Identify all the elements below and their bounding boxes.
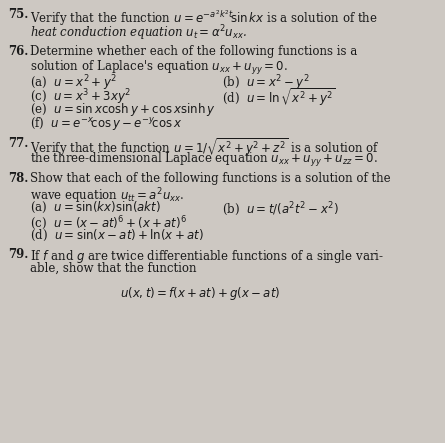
Text: 75.: 75. <box>8 8 28 21</box>
Text: wave equation $u_{tt} = a^2u_{xx}$.: wave equation $u_{tt} = a^2u_{xx}$. <box>30 186 185 206</box>
Text: (d)  $u = \sin(x - at) + \ln(x + at)$: (d) $u = \sin(x - at) + \ln(x + at)$ <box>30 228 204 243</box>
Text: (b)  $u = x^2 - y^2$: (b) $u = x^2 - y^2$ <box>222 73 310 93</box>
Text: (d)  $u = \ln\sqrt{x^2 + y^2}$: (d) $u = \ln\sqrt{x^2 + y^2}$ <box>222 87 336 109</box>
Text: (c)  $u = (x - at)^6 + (x + at)^6$: (c) $u = (x - at)^6 + (x + at)^6$ <box>30 214 187 232</box>
Text: the three-dimensional Laplace equation $u_{xx} + u_{yy} + u_{zz} = 0$.: the three-dimensional Laplace equation $… <box>30 151 378 169</box>
Text: (e)  $u = \sin x \cosh y + \cos x \sinh y$: (e) $u = \sin x \cosh y + \cos x \sinh y… <box>30 101 215 118</box>
Text: 76.: 76. <box>8 45 28 58</box>
Text: (a)  $u = \sin(kx)\sin(akt)$: (a) $u = \sin(kx)\sin(akt)$ <box>30 200 161 215</box>
Text: 78.: 78. <box>8 172 28 185</box>
Text: solution of Laplace's equation $u_{xx} + u_{yy} = 0$.: solution of Laplace's equation $u_{xx} +… <box>30 59 288 77</box>
Text: Verify that the function $u = 1/\sqrt{x^2 + y^2 + z^2}$ is a solution of: Verify that the function $u = 1/\sqrt{x^… <box>30 137 380 159</box>
Text: 77.: 77. <box>8 137 28 150</box>
Text: (a)  $u = x^2 + y^2$: (a) $u = x^2 + y^2$ <box>30 73 117 93</box>
Text: able, show that the function: able, show that the function <box>30 262 197 275</box>
Text: Determine whether each of the following functions is a: Determine whether each of the following … <box>30 45 357 58</box>
Text: 79.: 79. <box>8 248 28 261</box>
Text: (c)  $u = x^3 + 3xy^2$: (c) $u = x^3 + 3xy^2$ <box>30 87 131 107</box>
Text: (f)  $u = e^{-x}\!\cos y - e^{-y}\!\cos x$: (f) $u = e^{-x}\!\cos y - e^{-y}\!\cos x… <box>30 115 182 132</box>
Text: If $f$ and $g$ are twice differentiable functions of a single vari-: If $f$ and $g$ are twice differentiable … <box>30 248 384 265</box>
Text: heat conduction equation $u_t = \alpha^2 u_{xx}$.: heat conduction equation $u_t = \alpha^2… <box>30 23 247 43</box>
Text: $u(x, t) = f(x + at) + g(x - at)$: $u(x, t) = f(x + at) + g(x - at)$ <box>120 285 280 302</box>
Text: Verify that the function $u = e^{-a^2k^2t}\!\sin kx$ is a solution of the: Verify that the function $u = e^{-a^2k^2… <box>30 8 378 28</box>
Text: Show that each of the following functions is a solution of the: Show that each of the following function… <box>30 172 391 185</box>
Text: (b)  $u = t/(a^2t^2 - x^2)$: (b) $u = t/(a^2t^2 - x^2)$ <box>222 200 339 218</box>
